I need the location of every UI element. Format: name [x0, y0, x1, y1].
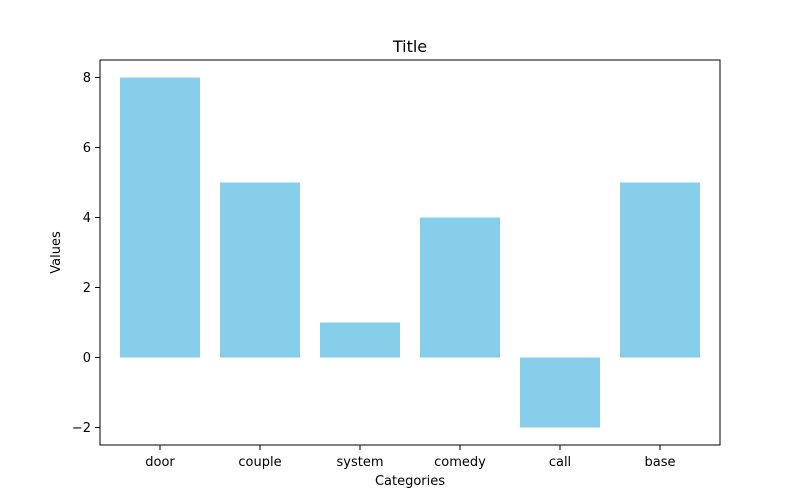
bar-couple	[220, 182, 300, 358]
bars-group	[120, 77, 700, 428]
y-tick-label: 8	[83, 71, 91, 86]
y-tick-label: 4	[83, 211, 91, 226]
x-tick-label-comedy: comedy	[434, 455, 486, 470]
y-tick-label: 2	[83, 281, 91, 296]
y-axis-label: Values	[49, 231, 64, 274]
x-tick-label-couple: couple	[238, 455, 281, 470]
bar-system	[320, 322, 400, 358]
bar-comedy	[420, 217, 500, 358]
bar-base	[620, 182, 700, 358]
bar-door	[120, 77, 200, 358]
x-tick-label-door: door	[145, 455, 175, 470]
chart-title: Title	[392, 37, 427, 56]
x-tick-label-system: system	[337, 455, 384, 470]
plot-area-frame	[99, 59, 721, 446]
x-axis-label: Categories	[375, 474, 445, 489]
y-tick-label: 0	[83, 351, 91, 366]
x-tick-label-base: base	[645, 455, 676, 470]
y-tick-label: 6	[83, 141, 91, 156]
x-axis-ticks: door couple system comedy call base	[145, 445, 676, 470]
y-axis-ticks: −2 0 2 4 6 8	[72, 71, 100, 436]
y-tick-label: −2	[72, 421, 91, 436]
bar-call	[520, 357, 600, 428]
x-tick-label-call: call	[549, 455, 571, 470]
